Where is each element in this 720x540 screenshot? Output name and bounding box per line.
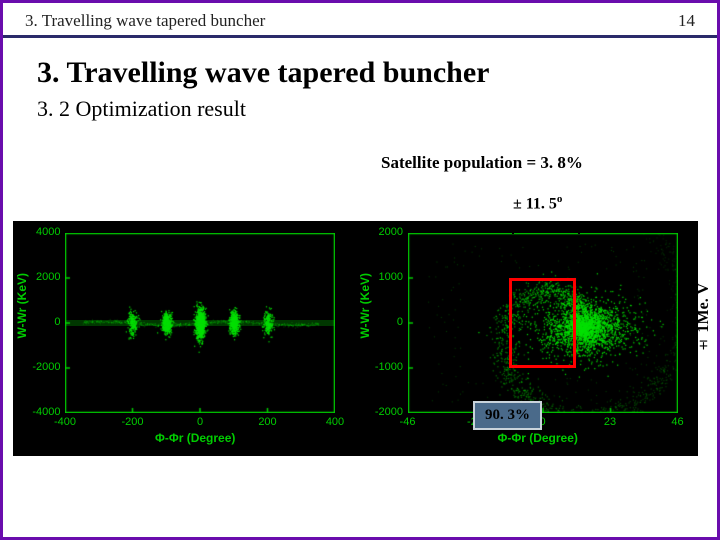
y-axis-title: W-Wr (KeV) (358, 273, 372, 339)
percentage-badge: 90. 3% (473, 401, 542, 430)
phase-window-label: ± 11. 5o (513, 193, 562, 213)
page-subtitle: 3. 2 Optimization result (3, 94, 717, 122)
page-number: 14 (678, 11, 695, 31)
y-tick-label: 1000 (379, 271, 403, 283)
x-axis-title: Φ-Φr (Degree) (155, 431, 235, 445)
scatter-chart-full-range: -400-2000200400-4000-2000020004000W-Wr (… (13, 221, 356, 456)
y-tick-label: 2000 (379, 226, 403, 238)
page-title: 3. Travelling wave tapered buncher (3, 38, 717, 94)
y-tick-label: -1000 (375, 361, 403, 373)
charts-container: -400-2000200400-4000-2000020004000W-Wr (… (13, 221, 698, 456)
y-axis-title: W-Wr (KeV) (15, 273, 29, 339)
y-tick-label: -4000 (32, 406, 60, 418)
y-tick-label: 0 (54, 316, 60, 328)
x-tick-label: -200 (119, 416, 147, 428)
slide-header: 3. Travelling wave tapered buncher 14 (3, 3, 717, 38)
phase-window-unit: o (557, 193, 563, 205)
x-axis-title: Φ-Φr (Degree) (498, 431, 578, 445)
x-tick-label: 0 (186, 416, 214, 428)
energy-bracket-icon (685, 281, 686, 371)
x-tick-label: 200 (254, 416, 282, 428)
x-tick-label: 23 (596, 416, 624, 428)
y-tick-label: -2000 (32, 361, 60, 373)
phase-window-value: ± 11. 5 (513, 195, 557, 212)
y-tick-label: 2000 (36, 271, 60, 283)
x-tick-label: 46 (664, 416, 692, 428)
y-tick-label: -2000 (375, 406, 403, 418)
phase-bracket-icon (512, 228, 580, 229)
header-section-title: 3. Travelling wave tapered buncher (25, 11, 265, 31)
y-tick-label: 0 (397, 316, 403, 328)
satellite-population-text: Satellite population = 3. 8% (381, 153, 583, 173)
y-tick-label: 4000 (36, 226, 60, 238)
x-tick-label: 400 (321, 416, 349, 428)
